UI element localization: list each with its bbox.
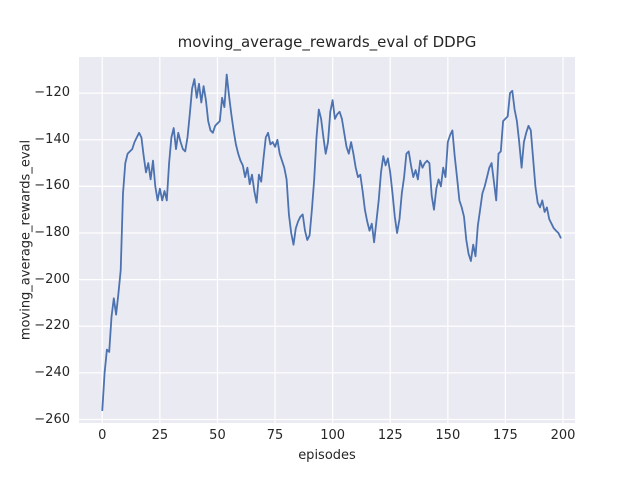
- plot-area: [79, 57, 575, 423]
- y-tick-label: −220: [34, 318, 70, 334]
- y-tick-label: −240: [34, 364, 70, 380]
- x-tick-label: 125: [377, 428, 403, 443]
- y-tick-label: −120: [34, 85, 70, 101]
- x-tick-label: 50: [209, 428, 226, 443]
- y-tick-label: −140: [34, 131, 70, 147]
- x-tick-label: 200: [550, 428, 576, 443]
- x-tick-label: 175: [493, 428, 518, 443]
- grid-lines: [79, 57, 575, 423]
- x-tick-label: 100: [320, 428, 346, 443]
- y-tick-label: −260: [34, 411, 70, 427]
- x-tick-label: 0: [98, 428, 107, 443]
- ddpg-reward-line: [101, 73, 562, 412]
- plot-canvas: [79, 57, 575, 423]
- x-tick-label: 75: [266, 428, 284, 443]
- y-axis-label: moving_average_rewards_eval: [18, 139, 34, 341]
- chart-title: moving_average_rewards_eval of DDPG: [177, 33, 477, 51]
- y-tick-label: −160: [34, 178, 70, 194]
- x-tick-label: 25: [151, 428, 169, 443]
- axes-background: [79, 57, 575, 423]
- x-tick-label: 150: [435, 428, 461, 443]
- y-tick-label: −180: [34, 225, 70, 240]
- y-tick-label: −200: [34, 271, 70, 287]
- x-axis-label: episodes: [298, 448, 356, 463]
